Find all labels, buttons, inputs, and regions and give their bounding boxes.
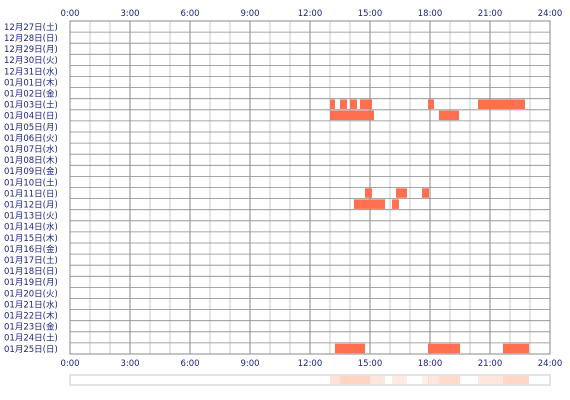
row-label: 01月08日(木): [4, 155, 58, 166]
row-label: 12月29日(月): [4, 45, 58, 55]
summary-strip: [69, 374, 551, 386]
row-label: 01月12日(月): [4, 201, 58, 211]
x-tick-label-top: 6:00: [180, 9, 199, 19]
row-label: 01月21日(水): [4, 299, 58, 310]
x-tick-label-top: 0:00: [60, 9, 79, 19]
activity-bar: [503, 343, 529, 354]
row-label: 01月15日(木): [4, 233, 58, 244]
row-label: 01月19日(月): [4, 278, 58, 288]
row-label: 01月02日(金): [4, 89, 58, 100]
x-tick-label-bottom: 12:00: [298, 359, 323, 369]
x-tick-label-bottom: 15:00: [358, 359, 383, 369]
x-tick-label-top: 15:00: [358, 9, 383, 19]
x-tick-label-bottom: 24:00: [538, 359, 563, 369]
summary-intensity-segment: [439, 376, 460, 384]
summary-intensity-segment: [330, 376, 340, 384]
x-tick-label-bottom: 18:00: [418, 359, 443, 369]
activity-bar: [330, 99, 335, 109]
row-label: 01月14日(水): [4, 222, 58, 233]
row-label: 12月31日(水): [4, 66, 58, 77]
row-label: 01月22日(木): [4, 311, 58, 322]
row-label: 01月11日(日): [4, 189, 58, 199]
row-label: 01月17日(土): [4, 255, 58, 266]
x-tick-label-bottom: 0:00: [60, 359, 79, 369]
activity-bar: [428, 343, 460, 354]
row-label: 01月25日(日): [4, 345, 58, 355]
activity-bar: [478, 99, 525, 109]
activity-bar: [392, 199, 399, 209]
row-label: 01月06日(火): [4, 134, 58, 144]
summary-intensity-segment: [428, 376, 439, 384]
activity-bar: [350, 99, 357, 109]
summary-intensity-segment: [392, 376, 407, 384]
activity-bar: [340, 99, 347, 109]
row-label: 01月20日(火): [4, 289, 58, 299]
row-label: 01月18日(日): [4, 267, 58, 277]
x-tick-label-top: 24:00: [538, 9, 563, 19]
x-tick-label-bottom: 9:00: [240, 359, 259, 369]
activity-bar: [428, 99, 434, 109]
activity-bar: [335, 343, 365, 354]
x-tick-label-bottom: 3:00: [120, 359, 139, 369]
x-tick-label-top: 3:00: [120, 9, 139, 19]
activity-bar: [354, 199, 385, 209]
row-label: 01月01日(木): [4, 77, 58, 88]
summary-intensity-segment: [478, 376, 503, 384]
activity-bar: [422, 188, 429, 198]
summary-intensity-segment: [370, 376, 385, 384]
row-label: 01月23日(金): [4, 322, 58, 333]
x-tick-label-bottom: 6:00: [180, 359, 199, 369]
x-tick-label-bottom: 21:00: [478, 359, 503, 369]
row-label: 01月24日(土): [4, 333, 58, 344]
summary-intensity-segment: [503, 376, 529, 384]
activity-bar: [439, 110, 459, 121]
row-label: 01月10日(土): [4, 177, 58, 188]
activity-bar: [365, 188, 372, 198]
row-label: 12月28日(日): [4, 34, 58, 44]
row-label: 12月27日(土): [4, 22, 58, 33]
row-label: 01月16日(金): [4, 244, 58, 255]
activity-bar: [330, 110, 374, 121]
activity-bar: [396, 188, 407, 198]
x-tick-label-top: 9:00: [240, 9, 259, 19]
row-label: 01月04日(日): [4, 112, 58, 122]
x-tick-label-top: 21:00: [478, 9, 503, 19]
activity-bar: [360, 99, 372, 109]
summary-intensity-segment: [422, 376, 429, 384]
summary-intensity-segment: [340, 376, 370, 384]
x-tick-label-top: 12:00: [298, 9, 323, 19]
row-label: 01月05日(月): [4, 123, 58, 133]
row-label: 12月30日(火): [4, 56, 58, 66]
row-label: 01月09日(金): [4, 166, 58, 177]
x-tick-label-top: 18:00: [418, 9, 443, 19]
row-label: 01月07日(水): [4, 144, 58, 155]
row-label: 01月13日(火): [4, 212, 58, 222]
row-label: 01月03日(土): [4, 100, 58, 111]
